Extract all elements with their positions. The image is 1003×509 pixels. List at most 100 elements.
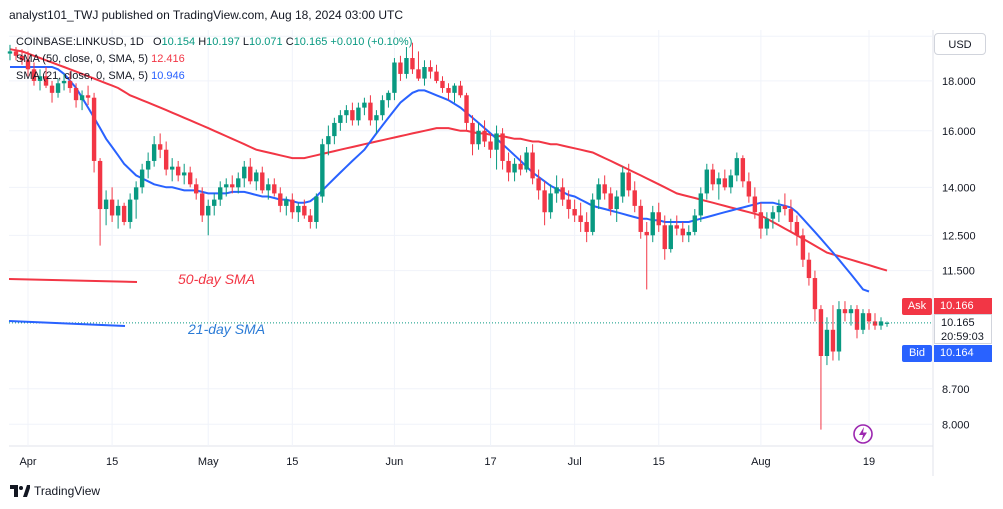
top-bar: analyst101_TWJ published on TradingView.… — [0, 0, 1003, 30]
low-value: 10.071 — [249, 36, 283, 48]
candle-body — [236, 178, 241, 188]
candle-body — [752, 196, 758, 213]
candle-body — [878, 321, 884, 326]
candle-body — [638, 205, 643, 232]
sma50-legend-row[interactable]: SMA (50, close, 0, SMA, 5) 12.416 — [16, 51, 412, 68]
candle-body — [374, 115, 379, 121]
bid-value-tag: 10.164 — [934, 345, 992, 362]
y-tick-label: 18.000 — [942, 76, 976, 88]
candle-body — [848, 309, 854, 314]
candle-body — [524, 152, 529, 170]
tradingview-brand[interactable]: TradingView — [10, 484, 100, 498]
candle-body — [512, 163, 517, 173]
sma50-path — [9, 48, 888, 272]
y-tick-label: 8.000 — [942, 419, 970, 431]
candle-body — [608, 193, 613, 210]
symbol-label[interactable]: COINBASE:LINKUSD, 1D — [16, 36, 144, 48]
ask-value: 10.166 — [940, 300, 974, 312]
x-tick-label: 15 — [653, 456, 665, 468]
candle-body — [19, 55, 25, 61]
candle-body — [133, 187, 139, 200]
sma21-path — [10, 66, 870, 293]
candle-body — [548, 193, 553, 213]
high-value: 10.197 — [206, 36, 240, 48]
ohlc-row: COINBASE:LINKUSD, 1D O10.154 H10.197 L10… — [16, 34, 412, 51]
candle-body — [806, 259, 812, 279]
candle-body — [362, 102, 367, 108]
candle-body — [416, 69, 421, 79]
sma21-legend-label: SMA (21, close, 0, SMA, 5) — [16, 70, 149, 82]
x-tick-label: Aug — [751, 456, 771, 468]
bid-value: 10.164 — [940, 347, 974, 359]
candle-body — [212, 199, 217, 206]
annotations: 50-day SMA 21-day SMA — [8, 271, 933, 337]
candle-body — [332, 122, 337, 137]
candle-body — [866, 313, 872, 322]
candle-body — [446, 88, 451, 93]
candle-body — [410, 58, 415, 70]
candle-body — [572, 209, 577, 216]
candle-body — [788, 209, 794, 222]
lightning-icon[interactable] — [852, 423, 874, 445]
candle-body — [25, 60, 31, 70]
x-tick-label: 15 — [106, 456, 118, 468]
candle-body — [61, 80, 67, 84]
candle-body — [824, 329, 830, 356]
candle-body — [218, 187, 223, 200]
candle-body — [692, 215, 697, 232]
sma21-line — [10, 66, 870, 293]
ask-value-tag: 10.166 — [934, 298, 992, 315]
sma21-legend-row[interactable]: SMA (21, close, 0, SMA, 5) 10.946 — [16, 68, 412, 85]
candle-body — [194, 184, 199, 194]
candle-body — [596, 184, 601, 200]
y-tick-label: 16.000 — [942, 126, 976, 138]
candle-body — [13, 51, 19, 56]
candle-body — [392, 62, 397, 93]
candle-body — [200, 193, 205, 216]
candle-body — [356, 107, 361, 121]
candle-body — [566, 199, 571, 210]
candle-body — [31, 69, 37, 81]
last-price-value: 10.165 — [941, 317, 975, 329]
candle-body — [662, 225, 667, 250]
candle-body — [320, 144, 325, 197]
candle-body — [494, 133, 499, 150]
candle-body — [43, 76, 49, 86]
candle-body — [452, 85, 457, 93]
candle-body — [187, 172, 193, 185]
candle-body — [800, 235, 806, 260]
candle-body — [554, 187, 559, 194]
candle-body — [242, 166, 247, 179]
candle-body — [169, 166, 175, 170]
candle-body — [278, 193, 283, 206]
candle-body — [338, 115, 343, 123]
candle-body — [746, 181, 752, 197]
candle-body — [476, 130, 481, 145]
candle-body — [368, 102, 373, 121]
close-value: 10.165 — [293, 36, 328, 48]
candle-body — [67, 80, 73, 89]
candle-body — [590, 199, 595, 232]
candle-body — [506, 160, 511, 173]
x-tick-label: Apr — [19, 456, 36, 468]
candle-body — [560, 187, 565, 200]
change-value: +0.010 (+0.10%) — [330, 36, 413, 48]
candle-body — [440, 80, 445, 89]
sma50-legend-label: SMA (50, close, 0, SMA, 5) — [16, 53, 149, 65]
x-axis: Apr 15 May 15 Jun 17 Jul 15 Aug 19 — [19, 456, 875, 468]
sma21-annotation-label: 21-day SMA — [187, 321, 265, 337]
currency-button[interactable]: USD — [934, 33, 986, 55]
candle-body — [488, 141, 493, 150]
sma50-annotation-label: 50-day SMA — [178, 271, 255, 287]
candle-body — [254, 172, 259, 182]
candle-body — [302, 205, 307, 216]
candle-body — [698, 193, 703, 216]
last-price-tag: 10.165 20:59:03 — [934, 314, 992, 344]
candle-body — [145, 160, 151, 170]
x-tick-label: 17 — [484, 456, 496, 468]
sma21-legend-value: 10.946 — [151, 70, 185, 82]
candle-body — [404, 58, 409, 74]
candle-body — [884, 322, 890, 324]
candle-body — [518, 163, 523, 170]
